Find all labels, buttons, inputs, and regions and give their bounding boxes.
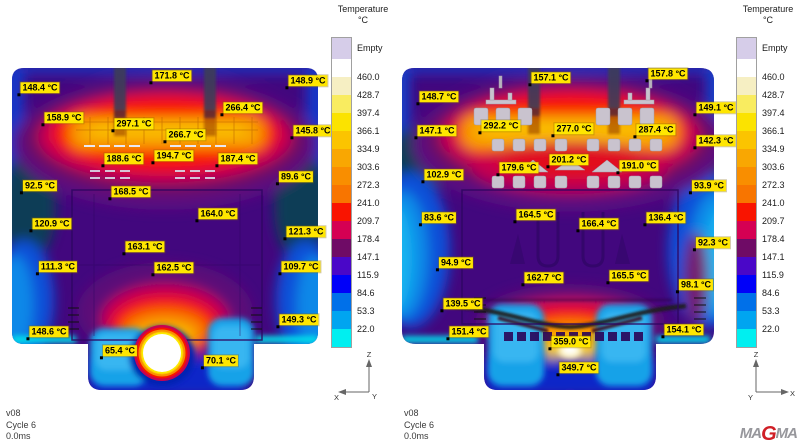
legend-tick-label: 147.1 xyxy=(762,252,785,262)
heatmap-view-left[interactable] xyxy=(10,60,320,393)
legend-title: Temperature °C xyxy=(733,4,800,26)
axis-triad-right: Z X Y xyxy=(748,350,795,402)
legend-color-band xyxy=(737,329,756,347)
axis-x-label: X xyxy=(334,393,339,402)
legend-tick-label: 334.9 xyxy=(762,144,785,154)
status-time: 0.0ms xyxy=(6,431,31,442)
legend-color-band xyxy=(737,113,756,131)
legend-tick-label: 209.7 xyxy=(762,216,785,226)
legend-tick-label: 147.1 xyxy=(357,252,380,262)
status-time: 0.0ms xyxy=(404,431,429,442)
axis-triad-left: Z X Y xyxy=(334,350,377,402)
legend-title-line1: Temperature xyxy=(742,4,794,14)
legend-empty-swatch xyxy=(737,38,756,59)
legend-tick-label: 428.7 xyxy=(357,90,380,100)
legend-color-band xyxy=(332,221,351,239)
legend-color-band xyxy=(332,275,351,293)
legend-color-band xyxy=(332,131,351,149)
legend-color-band xyxy=(332,77,351,95)
legend-color-band xyxy=(332,311,351,329)
legend-color-band xyxy=(737,221,756,239)
legend-title-unit: °C xyxy=(357,14,369,25)
legend-color-band xyxy=(332,239,351,257)
logo-accent-letter: G xyxy=(761,423,777,445)
legend-tick-label: 22.0 xyxy=(357,324,375,334)
legend-color-band xyxy=(332,329,351,347)
legend-color-band xyxy=(737,167,756,185)
legend-color-band xyxy=(737,203,756,221)
legend-color-band xyxy=(737,77,756,95)
heatmap-view-right[interactable] xyxy=(398,60,720,393)
legend-color-band xyxy=(332,167,351,185)
legend-tick-label: 178.4 xyxy=(357,234,380,244)
legend-tick-label: 366.1 xyxy=(762,126,785,136)
legend-tick-label: 366.1 xyxy=(357,126,380,136)
legend-tick-label: 241.0 xyxy=(357,198,380,208)
axis-z-label: Z xyxy=(367,350,372,359)
magma-logo: MAGMA xyxy=(739,423,798,445)
status-version: v08 xyxy=(6,408,21,418)
axis-x-label: X xyxy=(790,389,795,398)
legend-tick-label: 209.7 xyxy=(357,216,380,226)
legend-color-band xyxy=(737,311,756,329)
legend-color-band xyxy=(737,275,756,293)
status-version: v08 xyxy=(404,408,419,418)
legend-tick-label: 460.0 xyxy=(762,72,785,82)
legend-tick-label: 84.6 xyxy=(762,288,780,298)
legend-title-line1: Temperature xyxy=(337,4,389,14)
status-text-left: v08 Cycle 6 0.0ms xyxy=(6,408,36,443)
legend-color-band xyxy=(332,113,351,131)
legend-tick-label: 84.6 xyxy=(357,288,375,298)
legend-tick-label: 53.3 xyxy=(762,306,780,316)
legend-tick-label: 115.9 xyxy=(762,270,784,280)
legend-tick-label: 115.9 xyxy=(357,270,379,280)
legend-tick-label: 272.3 xyxy=(762,180,785,190)
temperature-legend-right: Temperature °C Empty 460.0 428.7 397.4 366.1… xyxy=(733,4,800,348)
logo-text: MA xyxy=(739,425,762,442)
status-cycle: Cycle 6 xyxy=(404,419,435,430)
legend-tick-label: 428.7 xyxy=(762,90,785,100)
legend-tick-label: Empty xyxy=(357,43,383,53)
legend-color-band xyxy=(737,257,756,275)
legend-bar xyxy=(736,37,757,348)
legend-color-band xyxy=(332,293,351,311)
legend-tick-label: 241.0 xyxy=(762,198,785,208)
legend-tick-label: 334.9 xyxy=(357,144,380,154)
legend-color-band xyxy=(737,293,756,311)
logo-text: MA xyxy=(775,425,798,442)
legend-color-band xyxy=(332,257,351,275)
legend-tick-label: 397.4 xyxy=(357,108,380,118)
status-text-right: v08 Cycle 6 0.0ms xyxy=(404,408,434,443)
legend-title-unit: °C xyxy=(762,14,774,25)
legend-color-band xyxy=(737,149,756,167)
legend-color-band xyxy=(332,185,351,203)
legend-tick-label: Empty xyxy=(762,43,788,53)
legend-tick-label: 178.4 xyxy=(762,234,785,244)
legend-color-band xyxy=(332,149,351,167)
legend-color-band xyxy=(332,203,351,221)
legend-color-band xyxy=(737,95,756,113)
legend-tick-label: 22.0 xyxy=(762,324,780,334)
temperature-legend-left: Temperature °C Empty 460.0 428.7 397.4 366.1… xyxy=(328,4,398,348)
legend-tick-label: 272.3 xyxy=(357,180,380,190)
legend-color-band xyxy=(332,59,351,77)
legend-tick-label: 460.0 xyxy=(357,72,380,82)
legend-color-band xyxy=(332,95,351,113)
legend-color-band xyxy=(737,59,756,77)
legend-bar xyxy=(331,37,352,348)
status-cycle: Cycle 6 xyxy=(6,419,37,430)
legend-tick-label: 397.4 xyxy=(762,108,785,118)
axis-y-label: Y xyxy=(372,392,377,401)
axis-z-label: Z xyxy=(754,350,759,359)
legend-empty-swatch xyxy=(332,38,351,59)
legend-tick-label: 303.6 xyxy=(357,162,380,172)
legend-tick-label: 303.6 xyxy=(762,162,785,172)
legend-tick-label: 53.3 xyxy=(357,306,375,316)
legend-color-band xyxy=(737,185,756,203)
legend-title: Temperature °C xyxy=(328,4,398,26)
legend-color-band xyxy=(737,239,756,257)
axis-y-label: Y xyxy=(748,393,753,402)
legend-color-band xyxy=(737,131,756,149)
